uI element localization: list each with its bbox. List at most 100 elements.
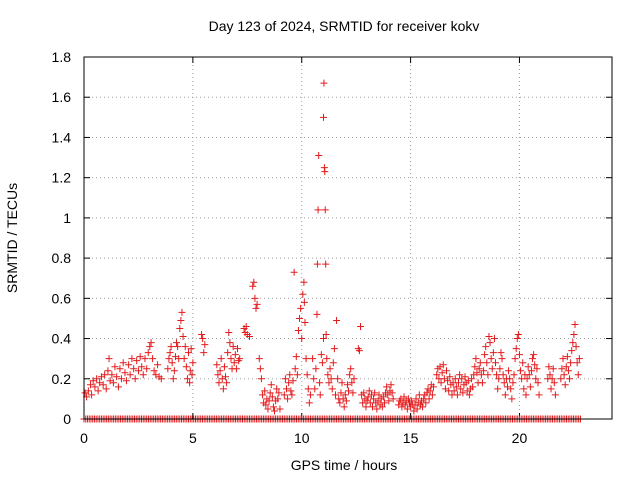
data-point (286, 371, 294, 379)
data-point (533, 365, 541, 373)
data-point (522, 391, 530, 399)
data-point (327, 375, 335, 383)
data-point (256, 365, 264, 373)
data-point (321, 168, 329, 176)
tick-labels: 0 0.2 0.4 0.6 0.8 1 1.2 1.4 1.6 1.8 0 5 10 15 20 (52, 49, 528, 446)
data-point (313, 310, 321, 318)
data-point (483, 359, 491, 367)
data-point (199, 335, 207, 343)
data-point (428, 391, 436, 399)
data-point (231, 351, 239, 359)
data-point (563, 353, 571, 361)
data-point (287, 387, 295, 395)
data-point (264, 405, 272, 413)
data-point (452, 383, 460, 391)
data-point (223, 379, 231, 387)
data-point (425, 395, 433, 403)
data-point (189, 359, 197, 367)
data-point (574, 371, 582, 379)
data-point (168, 359, 176, 367)
data-point (108, 371, 116, 379)
data-point (236, 355, 244, 363)
data-point (157, 375, 165, 383)
data-point (560, 371, 568, 379)
data-point (104, 367, 112, 375)
data-point (312, 365, 320, 373)
data-point (340, 403, 348, 411)
data-point (508, 395, 516, 403)
data-point (178, 308, 186, 316)
data-point (383, 383, 391, 391)
data-point (472, 355, 480, 363)
data-point (350, 375, 358, 383)
data-point (523, 375, 531, 383)
data-point (215, 379, 223, 387)
data-point (225, 329, 233, 337)
data-point (454, 379, 462, 387)
x-tick-label: 15 (403, 430, 419, 446)
data-point (316, 391, 324, 399)
data-point (227, 355, 235, 363)
data-point (328, 385, 336, 393)
data-point (102, 385, 110, 393)
y-tick-label: 0.6 (52, 290, 72, 306)
data-point (477, 371, 485, 379)
data-point (529, 355, 537, 363)
data-point (311, 385, 319, 393)
data-point (121, 369, 129, 377)
data-point (296, 314, 304, 322)
data-point (266, 389, 274, 397)
data-point (111, 363, 119, 371)
data-point (558, 365, 566, 373)
data-point (373, 405, 381, 413)
data-point (226, 339, 234, 347)
data-point (304, 385, 312, 393)
data-point (485, 333, 493, 341)
data-point (320, 113, 328, 121)
y-tick-label: 1.8 (52, 49, 72, 65)
data-point (285, 379, 293, 387)
data-point (130, 365, 138, 373)
data-point (569, 339, 577, 347)
data-point (290, 268, 298, 276)
data-point (125, 361, 133, 369)
data-point (200, 349, 208, 357)
data-point (273, 385, 281, 393)
data-point (385, 397, 393, 405)
data-point (450, 387, 458, 395)
data-point (346, 371, 354, 379)
data-point (486, 339, 494, 347)
data-point (166, 349, 174, 357)
data-point (488, 365, 496, 373)
data-point (259, 391, 267, 399)
y-tick-label: 1 (63, 210, 71, 226)
data-point (520, 385, 528, 393)
data-point (336, 399, 344, 407)
data-point (99, 381, 107, 389)
x-axis-label: GPS time / hours (291, 457, 398, 473)
data-point (362, 403, 370, 411)
data-point (437, 379, 445, 387)
data-point (527, 367, 535, 375)
data-point (88, 391, 96, 399)
data-point (181, 343, 189, 351)
data-point (261, 387, 269, 395)
data-point (562, 363, 570, 371)
data-point (126, 371, 134, 379)
data-point (355, 347, 363, 355)
data-point (182, 363, 190, 371)
data-point (468, 375, 476, 383)
data-point (173, 339, 181, 347)
data-point (511, 355, 519, 363)
data-point (338, 379, 346, 387)
data-point (370, 395, 378, 403)
data-point (128, 355, 136, 363)
data-point (535, 391, 543, 399)
data-point (567, 359, 575, 367)
data-point (213, 361, 221, 369)
data-point (268, 393, 276, 401)
data-point (315, 152, 323, 160)
data-point (379, 393, 387, 401)
data-point (348, 379, 356, 387)
data-point (251, 294, 259, 302)
